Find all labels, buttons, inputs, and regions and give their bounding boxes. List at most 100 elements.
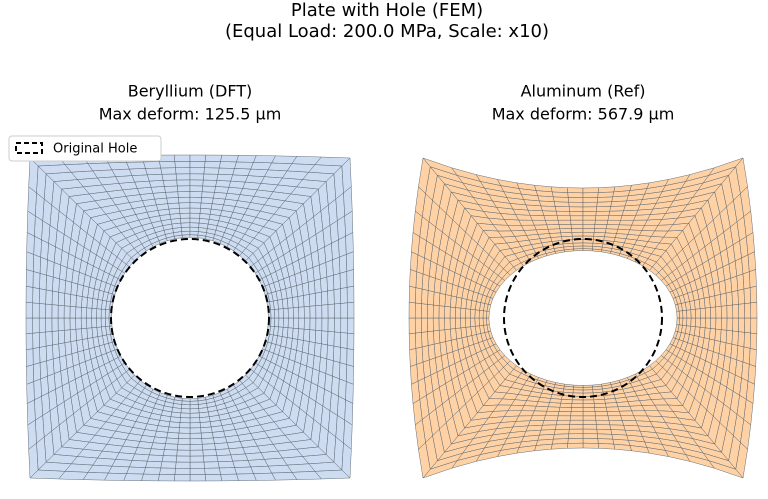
mesh-cell <box>582 415 597 421</box>
mesh-cell <box>732 317 739 332</box>
mesh-cell <box>75 317 82 330</box>
mesh-cell <box>682 310 688 319</box>
mesh-cell <box>582 433 599 439</box>
mesh-cell <box>340 287 348 304</box>
mesh-cell <box>569 215 584 221</box>
mesh-cell <box>234 466 254 475</box>
mesh-cell <box>726 317 734 332</box>
mesh-cell <box>550 443 568 450</box>
mesh-cell <box>220 154 239 163</box>
mesh-cell <box>596 201 613 208</box>
mesh-cell <box>180 412 191 419</box>
mesh-cell <box>298 317 305 330</box>
mesh-cell <box>298 306 305 319</box>
mesh-cell <box>742 271 751 290</box>
mesh-cell <box>582 407 596 412</box>
mesh-cell <box>427 330 435 346</box>
mesh-cell <box>566 187 584 194</box>
mesh-cell <box>216 454 233 462</box>
mesh-cell <box>319 356 328 374</box>
mesh-cell <box>134 447 152 456</box>
mesh-cell <box>333 331 341 348</box>
mesh-cell <box>631 410 648 417</box>
mesh-cell <box>598 186 616 193</box>
mesh-cell <box>278 308 284 319</box>
mesh-cell <box>75 295 83 308</box>
mesh-cell <box>326 344 335 362</box>
mesh-cell <box>609 424 626 431</box>
mesh-cell <box>80 307 87 319</box>
mesh-cell <box>455 317 462 329</box>
mesh-cell <box>596 424 612 430</box>
mesh-cell <box>143 161 161 169</box>
mesh-cell <box>111 168 133 177</box>
mesh-cell <box>181 404 191 410</box>
mesh-cell <box>553 428 570 435</box>
mesh-cell <box>115 175 136 184</box>
mesh-cell <box>173 474 191 482</box>
mesh-beryllium <box>25 154 355 482</box>
mesh-cell <box>51 330 59 346</box>
mesh-cell <box>699 317 706 329</box>
mesh-cell <box>303 317 311 330</box>
mesh-cell <box>168 208 181 215</box>
mesh-cell <box>160 461 177 469</box>
mesh-cell <box>569 211 584 217</box>
mesh-cell <box>315 317 323 332</box>
mesh-cell <box>582 211 597 217</box>
mesh-cell <box>749 269 757 288</box>
mesh-cell <box>686 309 692 319</box>
mesh-cell <box>164 185 179 193</box>
mesh-cell <box>582 187 600 194</box>
mesh-cell <box>582 242 594 247</box>
mesh-cell <box>747 251 756 273</box>
mesh-cell <box>25 348 34 367</box>
mesh-cell <box>232 460 252 468</box>
mesh-cell <box>230 174 249 183</box>
mesh-cell <box>168 421 181 428</box>
mesh-cell <box>175 455 191 463</box>
mesh-cell <box>39 345 47 363</box>
mesh-cell <box>629 405 646 412</box>
mesh-cell <box>309 317 317 331</box>
mesh-cell <box>38 317 46 333</box>
mesh-cell <box>69 306 77 319</box>
mesh-cell <box>605 224 620 230</box>
mesh-cell <box>179 422 191 429</box>
mesh-cell <box>478 317 484 326</box>
mesh-cell <box>309 329 317 343</box>
mesh-cell <box>327 317 335 333</box>
mesh-cell <box>571 399 584 405</box>
mesh-cell <box>200 432 214 439</box>
mesh-cell <box>32 287 40 304</box>
mesh-cell <box>178 432 191 440</box>
mesh-cell <box>189 427 202 434</box>
mesh-cell <box>178 202 191 209</box>
mesh-cell <box>421 288 429 305</box>
mesh-cell <box>287 307 294 319</box>
mesh-cell <box>96 308 102 319</box>
mesh-cell <box>582 206 598 212</box>
mesh-cell <box>157 474 176 482</box>
mesh-cell <box>540 205 557 212</box>
mesh-cell <box>618 219 635 226</box>
mesh-cell <box>278 317 284 328</box>
mesh-cell <box>25 317 33 335</box>
mesh-cell <box>173 154 191 162</box>
mesh-cell <box>52 356 61 374</box>
mesh-cell <box>100 317 106 328</box>
mesh-cell <box>143 467 161 475</box>
mesh-cell <box>189 230 199 236</box>
mesh-cell <box>166 432 180 439</box>
mesh-cell <box>216 174 233 182</box>
mesh-cell <box>533 405 549 412</box>
mesh-cell <box>180 408 191 414</box>
mesh-cell <box>189 167 205 175</box>
mesh-cell <box>219 161 237 169</box>
mesh-cell <box>75 306 82 319</box>
mesh-cell <box>201 443 216 451</box>
mesh-cell <box>213 192 228 200</box>
mesh-cell <box>529 214 546 221</box>
mesh-cell <box>346 364 354 385</box>
mesh-cell <box>189 191 203 198</box>
